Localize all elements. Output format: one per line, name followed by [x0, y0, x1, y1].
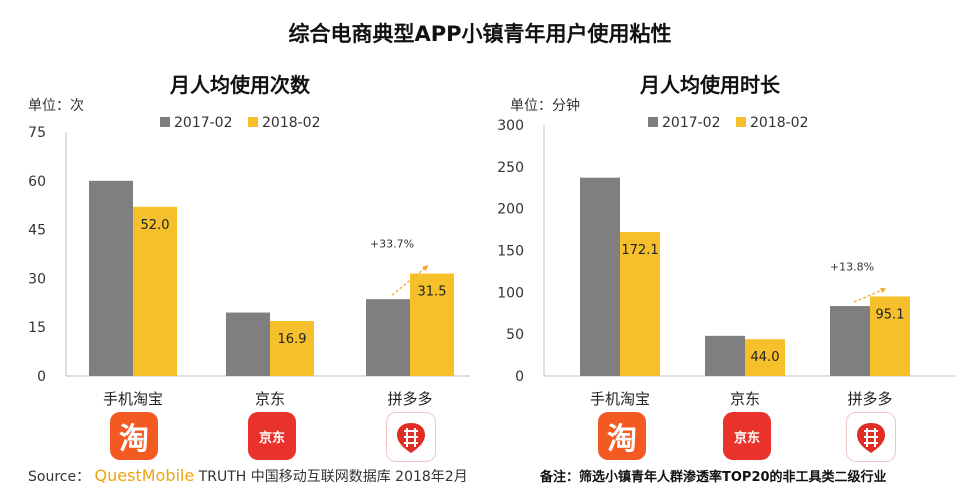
taobao-icon-right: 淘 — [598, 412, 646, 460]
y-tick-label: 50 — [506, 327, 524, 343]
jd-icon-glyph: 京东 — [258, 430, 285, 446]
growth-annotation: +33.7% — [370, 238, 414, 251]
growth-arrow — [853, 287, 887, 303]
source-prefix: Source： — [28, 469, 91, 485]
legend-label-2018: 2018-02 — [262, 115, 321, 131]
questmobile-brand: QuestMobile — [94, 466, 195, 485]
y-tick-label: 45 — [28, 223, 46, 239]
data-label-2018: 31.5 — [418, 285, 447, 300]
pinduoduo-icon — [386, 412, 436, 462]
data-label-2018: 44.0 — [751, 350, 780, 365]
legend-label-2018: 2018-02 — [750, 115, 809, 131]
data-label-2018: 16.9 — [278, 332, 307, 347]
y-tick-label: 75 — [28, 125, 46, 141]
bar-2017 — [580, 177, 620, 376]
unit-label: 单位：分钟 — [510, 97, 580, 114]
legend-swatch-2017 — [160, 117, 170, 127]
bar-2018 — [270, 321, 314, 376]
pinduoduo-icon-graphic-right — [857, 423, 885, 453]
footnote: 备注：筛选小镇青年人群渗透率TOP20的非工具类二级行业 — [540, 470, 887, 485]
y-tick-label: 250 — [497, 160, 524, 176]
growth-arrow-head — [880, 287, 886, 294]
y-tick-label: 150 — [497, 244, 524, 260]
jd-icon: 京东 — [248, 412, 296, 460]
y-tick-label: 300 — [497, 118, 524, 134]
bar-2018 — [620, 232, 660, 376]
y-tick-label: 15 — [28, 320, 46, 336]
jd-icon-glyph-right: 京东 — [733, 430, 760, 446]
legend-label-2017: 2017-02 — [662, 115, 721, 131]
y-tick-label: 0 — [37, 369, 46, 385]
legend-swatch-2018 — [248, 117, 258, 127]
bar-2017 — [89, 180, 133, 376]
legend-label-2017: 2017-02 — [174, 115, 233, 131]
bar-2017 — [226, 312, 270, 376]
bar-2018 — [870, 296, 910, 376]
main-title: 综合电商典型APP小镇青年用户使用粘性 — [288, 22, 672, 46]
bar-2018 — [745, 339, 785, 376]
bar-2018 — [410, 273, 454, 376]
pinduoduo-icon-right — [846, 412, 896, 462]
y-tick-label: 200 — [497, 202, 524, 218]
legend-swatch-2018 — [736, 117, 746, 127]
bar-2017 — [830, 306, 870, 376]
taobao-icon-glyph-right: 淘 — [607, 422, 637, 457]
bar-2017 — [366, 299, 410, 376]
taobao-icon-glyph: 淘 — [119, 422, 149, 457]
category-label: 拼多多 — [847, 390, 892, 408]
y-tick-label: 30 — [28, 271, 46, 287]
source-text: TRUTH 中国移动互联网数据库 2018年2月 — [198, 469, 468, 485]
pinduoduo-icon-graphic — [397, 423, 425, 453]
y-tick-label: 0 — [515, 369, 524, 385]
y-tick-label: 100 — [497, 285, 524, 301]
data-label-2018: 172.1 — [621, 243, 658, 258]
category-label: 手机淘宝 — [103, 390, 163, 408]
taobao-icon: 淘 — [110, 412, 158, 460]
growth-arrow — [391, 265, 429, 296]
unit-label: 单位：次 — [28, 98, 84, 114]
category-label: 京东 — [730, 390, 760, 408]
bar-2018 — [133, 206, 177, 376]
data-label-2018: 95.1 — [876, 307, 905, 322]
category-label: 京东 — [255, 390, 285, 408]
bar-2017 — [705, 335, 745, 376]
y-tick-label: 60 — [28, 174, 46, 190]
growth-annotation: +13.8% — [830, 260, 874, 273]
jd-icon-right: 京东 — [723, 412, 771, 460]
legend-swatch-2017 — [648, 117, 658, 127]
category-label: 拼多多 — [387, 390, 432, 408]
chart-title: 月人均使用时长 — [639, 73, 781, 97]
category-label: 手机淘宝 — [590, 390, 650, 408]
growth-arrow-head — [422, 265, 428, 272]
data-label-2018: 52.0 — [141, 218, 170, 233]
chart-title: 月人均使用次数 — [169, 73, 311, 97]
source-note: Source： QuestMobile TRUTH 中国移动互联网数据库 201… — [28, 466, 468, 486]
